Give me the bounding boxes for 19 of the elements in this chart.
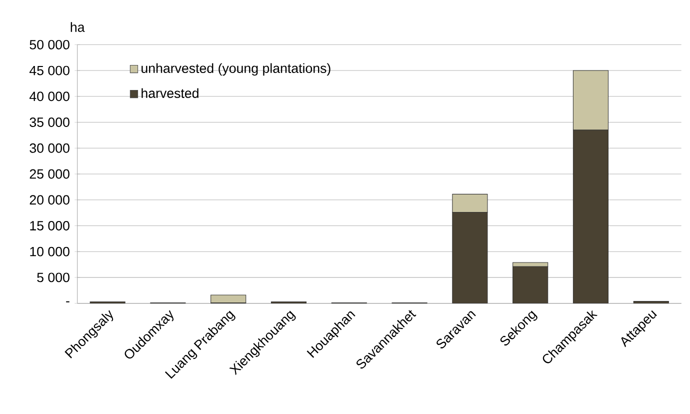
y-tick-label: -: [66, 301, 70, 302]
y-tick-label: 15 000: [30, 221, 70, 230]
legend-label: harvested: [142, 88, 198, 98]
bar: [512, 262, 548, 267]
y-tick-label: 45 000: [30, 66, 70, 76]
y-tick-label: 20 000: [30, 195, 70, 205]
y-tick-label: 35 000: [30, 118, 70, 127]
y-tick-label: 10 000: [30, 246, 70, 256]
y-tick-label: 40 000: [30, 92, 70, 102]
y-axis-title: ha: [70, 22, 85, 32]
y-tick-label: 5 000: [37, 272, 70, 282]
bar: [452, 212, 488, 304]
legend-label: unharvested (young plantations): [142, 63, 330, 76]
bar: [452, 194, 488, 213]
y-tick-label: 30 000: [30, 143, 70, 153]
bar: [512, 266, 548, 304]
y-tick-label: 50 000: [30, 40, 70, 50]
bar: [572, 130, 609, 304]
y-tick-label: 25 000: [30, 169, 70, 179]
